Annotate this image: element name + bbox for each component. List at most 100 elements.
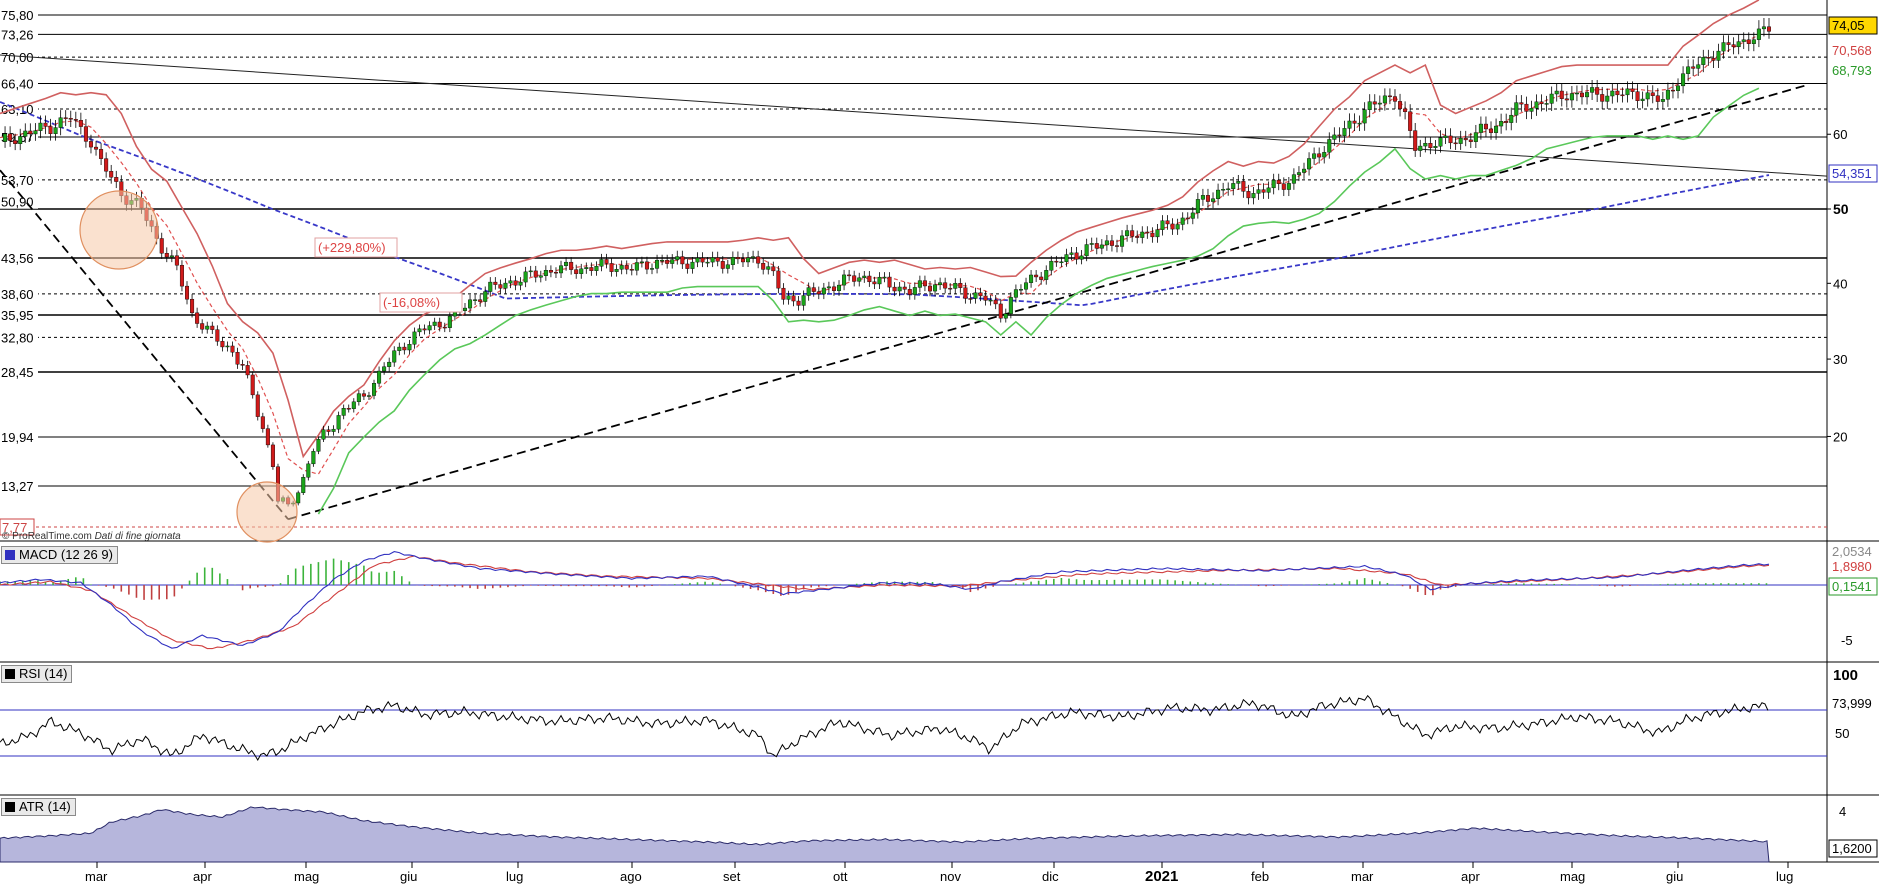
candle-body bbox=[1483, 123, 1488, 130]
candle-body bbox=[1109, 240, 1114, 246]
candle-body bbox=[397, 346, 402, 351]
candle-body bbox=[1135, 236, 1140, 238]
rsi-title-text: RSI (14) bbox=[19, 666, 68, 681]
macd-panel-title[interactable]: MACD (12 26 9) bbox=[1, 546, 118, 564]
candle-body bbox=[1468, 139, 1473, 142]
candle-body bbox=[1382, 95, 1387, 104]
percent-annotation-box-1 bbox=[379, 292, 463, 313]
candle-body bbox=[1403, 108, 1408, 112]
candle-body bbox=[624, 265, 629, 270]
candle-body bbox=[1620, 94, 1625, 97]
atr-tick-4: 4 bbox=[1839, 804, 1846, 819]
candle-body bbox=[1074, 252, 1079, 260]
candle-body bbox=[1569, 93, 1574, 101]
candle-body bbox=[230, 345, 235, 353]
candle-body bbox=[1312, 153, 1317, 159]
candle-body bbox=[185, 285, 190, 300]
candle-body bbox=[579, 268, 584, 274]
candle-body bbox=[473, 299, 478, 301]
candle-body bbox=[392, 350, 397, 363]
candle-body bbox=[634, 262, 639, 271]
candle-body bbox=[1418, 145, 1423, 151]
candle-body bbox=[1665, 89, 1670, 100]
candle-body bbox=[38, 122, 43, 131]
candle-body bbox=[417, 328, 422, 333]
x-tick-0: mar bbox=[85, 869, 108, 884]
candle-body bbox=[296, 492, 301, 504]
macd-hist-value-text: 0,1541 bbox=[1832, 579, 1872, 594]
macd-last-value: 1,8980 bbox=[1829, 558, 1877, 575]
candle-body bbox=[826, 286, 831, 289]
candle-body bbox=[1423, 143, 1428, 147]
upper-band-value-box bbox=[1829, 42, 1877, 59]
left-level-text-0: 75,80 bbox=[1, 8, 34, 23]
candle-body bbox=[1236, 181, 1241, 184]
left-level-label-0: 75,80 bbox=[0, 8, 38, 23]
candle-body bbox=[205, 325, 210, 330]
rsi-last-value: 73,999 bbox=[1829, 695, 1877, 712]
candle-body bbox=[1519, 102, 1524, 105]
candle-body bbox=[569, 261, 574, 270]
candle-body bbox=[1251, 193, 1256, 199]
left-level-label-13: 19,94 bbox=[0, 430, 38, 445]
candle-body bbox=[498, 284, 503, 289]
candle-body bbox=[842, 274, 847, 286]
candle-body bbox=[715, 257, 720, 262]
candle-body bbox=[1499, 121, 1504, 127]
atr-area bbox=[0, 806, 1770, 863]
candle-body bbox=[837, 284, 842, 291]
candle-body bbox=[1494, 125, 1499, 133]
candle-body bbox=[1756, 28, 1761, 40]
candle-body bbox=[766, 266, 771, 270]
upper-band-value-text: 70,568 bbox=[1832, 43, 1872, 58]
left-level-bg-0 bbox=[0, 8, 38, 22]
candle-body bbox=[1398, 101, 1403, 110]
candle-body bbox=[892, 286, 897, 292]
candle-body bbox=[1706, 57, 1711, 59]
candle-body bbox=[311, 451, 316, 465]
candle-body bbox=[377, 370, 382, 384]
left-level-label-8: 43,56 bbox=[0, 251, 38, 266]
candle-body bbox=[1150, 232, 1155, 238]
candle-body bbox=[99, 149, 104, 159]
candle-body bbox=[801, 295, 806, 306]
candle-body bbox=[1342, 128, 1347, 136]
candle-body bbox=[1039, 276, 1044, 280]
highlight-circle-mar bbox=[79, 190, 159, 270]
macd-hist-value: 0,1541 bbox=[1828, 577, 1878, 596]
rsi-panel-title[interactable]: RSI (14) bbox=[1, 665, 73, 683]
candle-body bbox=[1357, 122, 1362, 125]
atr-panel-title[interactable]: ATR (14) bbox=[1, 798, 76, 816]
candle-body bbox=[973, 292, 978, 299]
candle-body bbox=[1600, 94, 1605, 102]
candle-body bbox=[963, 287, 968, 299]
candle-body bbox=[361, 393, 366, 397]
candle-body bbox=[1696, 64, 1701, 69]
candle-body bbox=[862, 275, 867, 279]
candle-body bbox=[1054, 260, 1059, 263]
candle-body bbox=[685, 263, 690, 269]
candle-body bbox=[407, 344, 412, 351]
candle-body bbox=[1524, 103, 1529, 112]
candle-body bbox=[225, 345, 230, 348]
candle-body bbox=[220, 341, 225, 348]
candle-body bbox=[1554, 90, 1559, 95]
candle-body bbox=[301, 477, 306, 493]
candle-body bbox=[1670, 89, 1675, 92]
left-level-bg-6 bbox=[0, 172, 38, 187]
candle-body bbox=[478, 299, 483, 302]
candle-body bbox=[1226, 188, 1231, 191]
candle-body bbox=[190, 298, 195, 314]
rsi-tick-50: 50 bbox=[1835, 726, 1849, 741]
candle-body bbox=[28, 130, 33, 135]
candle-body bbox=[1013, 289, 1018, 298]
candle-body bbox=[68, 118, 73, 120]
candle-body bbox=[761, 263, 766, 270]
candle-body bbox=[1175, 224, 1180, 230]
candle-body bbox=[1084, 244, 1089, 257]
candle-body bbox=[1140, 231, 1145, 238]
candle-body bbox=[1271, 179, 1276, 189]
candle-body bbox=[559, 265, 564, 274]
candle-body bbox=[1165, 220, 1170, 225]
candle-body bbox=[1008, 297, 1013, 314]
